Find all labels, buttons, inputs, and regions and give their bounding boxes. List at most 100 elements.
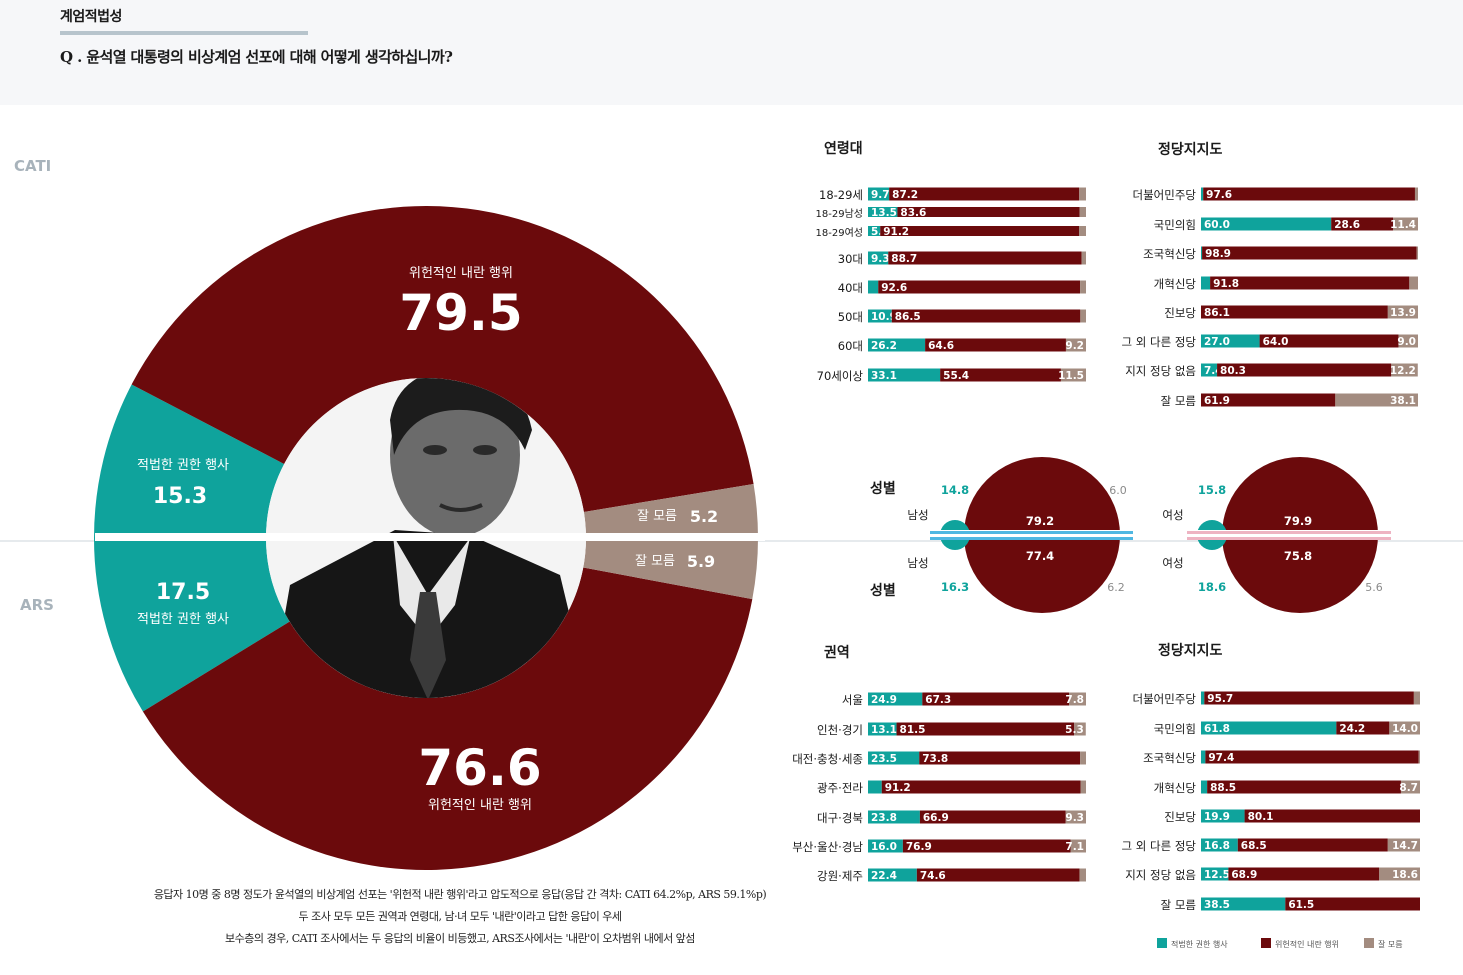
category-label: 50대: [838, 310, 863, 324]
bar-value-label: 12.2: [1390, 365, 1416, 377]
header-band: [0, 0, 1463, 105]
bar-value-label: 66.9: [923, 812, 949, 824]
gender-bubble-chart: 성별성별남성남성14.879.26.016.377.46.2여성여성15.879…: [870, 457, 1391, 613]
bar-segment: [919, 751, 1081, 765]
legend-item: 위헌적인 내란 행위: [1261, 938, 1339, 949]
bar-segment: [1060, 368, 1086, 382]
bar-segment: [1389, 721, 1420, 735]
method-label-cati: CATI: [14, 157, 52, 175]
bar-value-label: 28.6: [1334, 219, 1360, 231]
bar-segment: [868, 780, 882, 794]
bar-value-label: 38.1: [1390, 395, 1416, 407]
donut-label-cati-unconstitutional: 위헌적인 내란 행위: [409, 265, 513, 281]
bar-value-label: 22.4: [871, 870, 897, 882]
bubble-divider: [1187, 530, 1391, 540]
bar-segment: [1201, 276, 1211, 290]
bar-value-label: 86.1: [1204, 307, 1230, 319]
bar-value-label: 16.8: [1204, 840, 1230, 852]
donut-label-ars-unknown: 잘 모름: [635, 554, 675, 569]
bar-segment: [891, 309, 1081, 323]
bar-segment: [868, 207, 898, 217]
bar-segment: [868, 368, 941, 382]
donut-chart: 위헌적인 내란 행위 79.5 적법한 권한 행사 15.3 잘 모름 5.2 잘 모름 5.…: [94, 206, 765, 870]
bar-segment: [868, 722, 897, 736]
gender-name-top: 여성: [1162, 508, 1183, 522]
bar-value-label: 67.3: [925, 694, 951, 706]
bar-segment: [1065, 338, 1086, 352]
bar-value-label: 9.2: [1065, 340, 1084, 352]
bar-segment: [1070, 839, 1086, 853]
donut-slice-cati: [94, 384, 285, 538]
bar-value-label: 9.3: [871, 253, 890, 265]
bar-value-label: 7.4: [1204, 365, 1223, 377]
bar-segment: [1203, 187, 1415, 201]
bar-segment: [1201, 721, 1337, 735]
category-label: 30대: [838, 252, 863, 266]
category-label: 조국혁신당: [1143, 751, 1196, 765]
gender-unconst-bottom: 75.8: [1284, 549, 1312, 563]
bar-segment: [878, 280, 1081, 294]
bar-segment: [868, 226, 881, 236]
gender-unconst-top: 79.2: [1026, 514, 1054, 528]
legend-label: 위헌적인 내란 행위: [1275, 939, 1339, 949]
bar-segment: [880, 226, 1080, 236]
bar-segment: [1079, 187, 1086, 201]
category-label: 18-29남성: [816, 208, 863, 220]
category-label: 40대: [838, 281, 863, 295]
bar-segment: [1416, 246, 1418, 260]
bar-segment: [1201, 246, 1203, 260]
bar-segment: [1201, 780, 1208, 794]
bar-segment: [1079, 207, 1086, 217]
breakdown-title: 정당지지도: [1158, 642, 1223, 659]
donut-value-ars-legal: 17.5: [156, 580, 210, 605]
legend-swatch: [1157, 938, 1167, 948]
donut-slices: [94, 206, 758, 870]
gender-legal-top: 15.8: [1198, 483, 1226, 497]
bar-value-label: 76.9: [906, 841, 932, 853]
bar-segment: [1201, 897, 1286, 911]
bar-segment: [1080, 751, 1086, 765]
bar-segment: [1201, 691, 1205, 705]
bar-value-label: 14.0: [1392, 723, 1418, 735]
gender-name-bottom: 여성: [1162, 556, 1183, 570]
breakdown-title: 정당지지도: [1158, 141, 1223, 158]
bar-value-label: 60.0: [1204, 219, 1230, 231]
bar-segment: [868, 187, 890, 201]
gender-unconst-top: 79.9: [1284, 514, 1312, 528]
donut-value-ars-unconstitutional: 76.6: [418, 739, 541, 797]
section-tag: 계엄적법성: [60, 9, 122, 25]
legend-item: 적법한 권한 행사: [1157, 938, 1228, 949]
legend-swatch: [1364, 938, 1374, 948]
category-label: 국민의힘: [1154, 722, 1196, 736]
category-label: 60대: [838, 339, 863, 353]
bubble-legal: [1197, 520, 1227, 550]
bar-segment: [1285, 897, 1420, 911]
bar-segment: [919, 810, 1066, 824]
bar-segment: [1335, 393, 1418, 407]
bar-segment: [1201, 305, 1388, 319]
bar-value-label: 18.6: [1392, 869, 1418, 881]
summary-line: 두 조사 모두 모든 권역과 연령대, 남·녀 모두 '내란'이라고 답한 응답…: [298, 910, 622, 923]
bar-value-label: 13.9: [1390, 307, 1416, 319]
question-text: Q . 윤석열 대통령의 비상계엄 선포에 대해 어떻게 생각하십니까?: [60, 48, 453, 66]
bar-segment: [868, 692, 923, 706]
category-label: 잘 모름: [1161, 394, 1196, 408]
gender-name-top: 남성: [907, 508, 928, 522]
bar-value-label: 80.3: [1220, 365, 1246, 377]
bar-value-label: 74.6: [920, 870, 946, 882]
bar-value-label: 88.7: [891, 253, 917, 265]
bar-segment: [1409, 276, 1418, 290]
bar-segment: [868, 251, 889, 265]
bar-segment: [1217, 363, 1392, 377]
bubble-line-cati: [1187, 531, 1391, 534]
donut-slice-ars: [142, 567, 753, 870]
bar-segment: [868, 868, 917, 882]
legend-swatch: [1261, 938, 1271, 948]
donut-label-cati-legal: 적법한 권한 행사: [137, 457, 229, 473]
gender-unknown-bottom: 5.6: [1365, 581, 1383, 594]
bar-segment: [868, 810, 920, 824]
category-label: 더불어민주당: [1133, 692, 1197, 706]
bar-value-label: 24.9: [871, 694, 897, 706]
bar-segment: [1081, 251, 1086, 265]
